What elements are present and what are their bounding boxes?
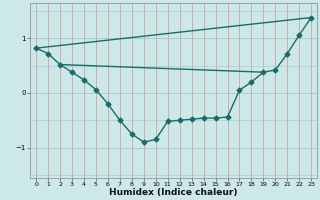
X-axis label: Humidex (Indice chaleur): Humidex (Indice chaleur): [109, 188, 238, 197]
